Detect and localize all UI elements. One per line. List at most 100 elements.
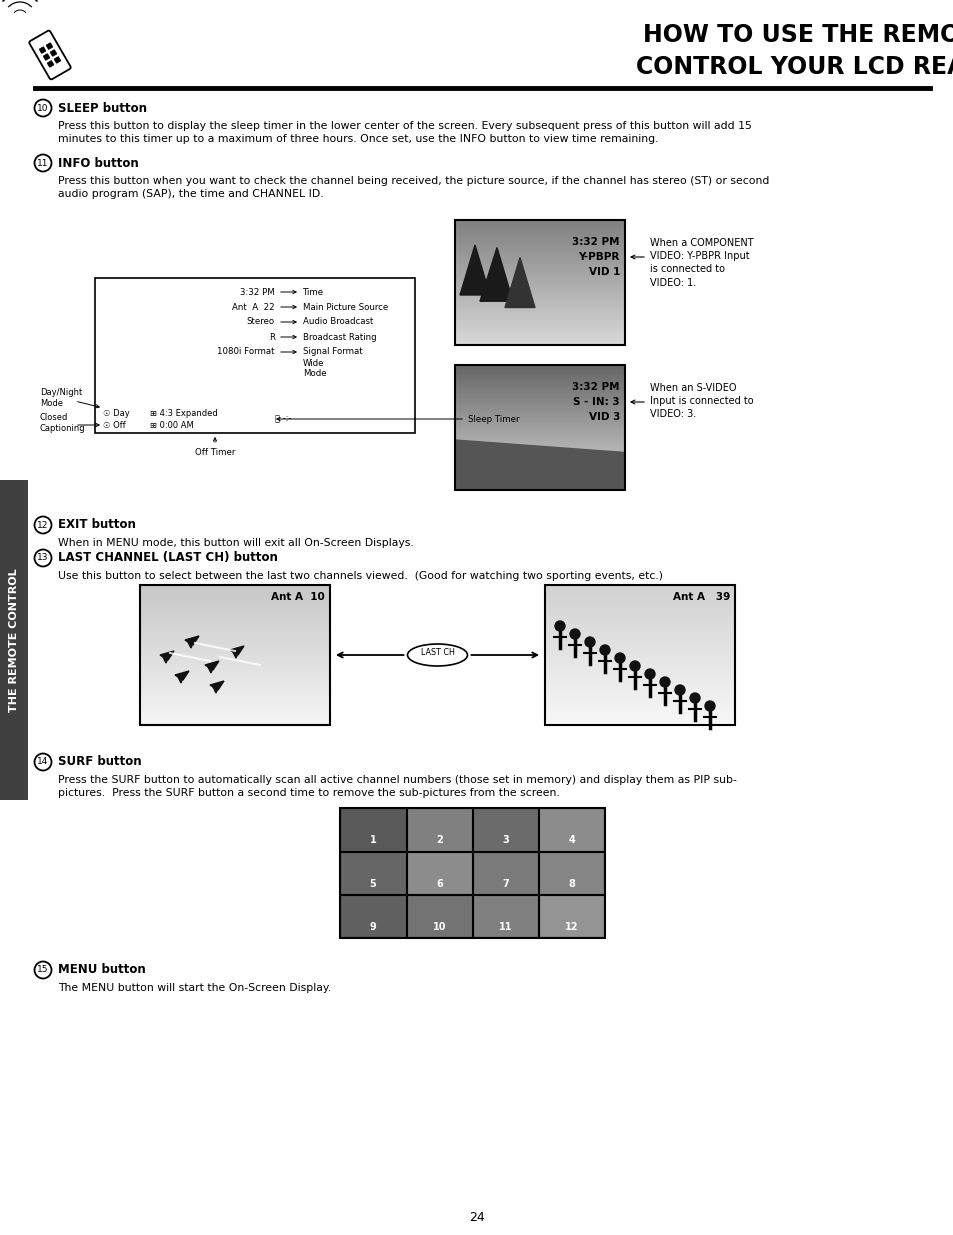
Circle shape — [555, 621, 564, 631]
Text: Press this button when you want to check the channel being received, the picture: Press this button when you want to check… — [58, 177, 768, 199]
Text: 10: 10 — [432, 923, 446, 932]
Bar — [339, 808, 604, 939]
Bar — [538, 809, 604, 851]
Text: When an S-VIDEO
Input is connected to
VIDEO: 3.: When an S-VIDEO Input is connected to VI… — [649, 383, 753, 420]
Text: 14: 14 — [37, 757, 49, 767]
Text: INFO button: INFO button — [58, 157, 138, 169]
Text: 11: 11 — [37, 158, 49, 168]
Text: Use this button to select between the last two channels viewed.  (Good for watch: Use this button to select between the la… — [58, 571, 662, 580]
Bar — [0, 480, 28, 800]
Text: ⊞ 0:00 AM: ⊞ 0:00 AM — [150, 420, 193, 430]
Text: Day/Night
Mode: Day/Night Mode — [40, 388, 82, 408]
Text: 11: 11 — [498, 923, 512, 932]
Text: ☉ Off: ☉ Off — [103, 420, 126, 430]
Text: ⏰ -:-: ⏰ -:- — [274, 415, 291, 424]
Text: 3:32 PM: 3:32 PM — [572, 237, 619, 247]
Text: 7: 7 — [501, 879, 509, 889]
FancyBboxPatch shape — [54, 57, 61, 63]
Circle shape — [704, 701, 714, 711]
Text: 4: 4 — [568, 836, 575, 846]
FancyBboxPatch shape — [46, 43, 52, 49]
Bar — [406, 852, 472, 894]
Circle shape — [584, 637, 595, 647]
FancyBboxPatch shape — [39, 47, 46, 53]
Text: HOW TO USE THE REMOTE TO: HOW TO USE THE REMOTE TO — [642, 23, 953, 47]
Bar — [140, 585, 330, 725]
Polygon shape — [479, 247, 513, 301]
Text: 5: 5 — [370, 879, 376, 889]
Text: Mode: Mode — [303, 368, 326, 378]
Polygon shape — [187, 638, 194, 648]
Text: THE REMOTE CONTROL: THE REMOTE CONTROL — [9, 568, 19, 711]
Bar — [473, 852, 537, 894]
Ellipse shape — [407, 643, 467, 666]
FancyBboxPatch shape — [43, 54, 50, 61]
Bar — [455, 220, 624, 345]
Polygon shape — [232, 648, 240, 658]
Text: 1080i Format: 1080i Format — [217, 347, 274, 357]
Text: Wide: Wide — [303, 358, 324, 368]
Text: 12: 12 — [37, 520, 49, 530]
Text: Time: Time — [303, 288, 324, 296]
Text: 9: 9 — [370, 923, 376, 932]
Polygon shape — [162, 653, 170, 663]
Circle shape — [569, 629, 579, 638]
Polygon shape — [459, 245, 490, 295]
Text: Ant  A  22: Ant A 22 — [233, 303, 274, 311]
Text: SLEEP button: SLEEP button — [58, 101, 147, 115]
Circle shape — [644, 669, 655, 679]
Text: 24: 24 — [469, 1212, 484, 1224]
Bar — [340, 895, 405, 937]
Text: CONTROL YOUR LCD REAR PTV: CONTROL YOUR LCD REAR PTV — [636, 56, 953, 79]
Text: 8: 8 — [568, 879, 575, 889]
Text: Ant A   39: Ant A 39 — [672, 592, 729, 601]
Circle shape — [689, 693, 700, 703]
Text: Stereo: Stereo — [247, 317, 274, 326]
Text: 10: 10 — [37, 104, 49, 112]
Bar — [340, 852, 405, 894]
Bar — [406, 895, 472, 937]
Text: ⊞ 4:3 Expanded: ⊞ 4:3 Expanded — [150, 409, 217, 417]
Polygon shape — [185, 636, 199, 645]
Text: EXIT button: EXIT button — [58, 519, 135, 531]
Polygon shape — [177, 673, 185, 683]
Text: Sleep Timer: Sleep Timer — [468, 415, 519, 424]
Text: Broadcast Rating: Broadcast Rating — [303, 332, 376, 342]
Polygon shape — [205, 661, 219, 671]
Text: 2: 2 — [436, 836, 442, 846]
Circle shape — [659, 677, 669, 687]
Text: The MENU button will start the On-Screen Display.: The MENU button will start the On-Screen… — [58, 983, 331, 993]
Bar — [95, 278, 415, 433]
Text: 13: 13 — [37, 553, 49, 562]
Text: Main Picture Source: Main Picture Source — [303, 303, 388, 311]
Bar — [538, 852, 604, 894]
Bar — [406, 809, 472, 851]
Text: 3:32 PM: 3:32 PM — [240, 288, 274, 296]
Polygon shape — [212, 683, 220, 693]
Text: SURF button: SURF button — [58, 756, 141, 768]
Text: VID 1: VID 1 — [588, 267, 619, 277]
Bar — [473, 895, 537, 937]
Polygon shape — [210, 680, 224, 690]
Bar — [473, 809, 537, 851]
FancyBboxPatch shape — [48, 61, 53, 67]
Text: MENU button: MENU button — [58, 963, 146, 977]
Polygon shape — [455, 440, 624, 490]
Text: Y-PBPR: Y-PBPR — [578, 252, 619, 262]
FancyBboxPatch shape — [51, 49, 56, 57]
Text: 6: 6 — [436, 879, 442, 889]
Text: Signal Format: Signal Format — [303, 347, 362, 357]
Text: When in MENU mode, this button will exit all On-Screen Displays.: When in MENU mode, this button will exit… — [58, 538, 414, 548]
Text: Audio Broadcast: Audio Broadcast — [303, 317, 373, 326]
Text: 3: 3 — [501, 836, 509, 846]
Circle shape — [615, 653, 624, 663]
Text: 12: 12 — [564, 923, 578, 932]
Text: LAST CH: LAST CH — [420, 648, 454, 657]
Text: Press the SURF button to automatically scan all active channel numbers (those se: Press the SURF button to automatically s… — [58, 776, 736, 798]
Bar — [455, 366, 624, 490]
Polygon shape — [174, 671, 189, 680]
Text: Off Timer: Off Timer — [194, 448, 235, 457]
Text: 1: 1 — [370, 836, 376, 846]
Circle shape — [599, 645, 609, 655]
Text: Closed
Captioning: Closed Captioning — [40, 414, 86, 432]
